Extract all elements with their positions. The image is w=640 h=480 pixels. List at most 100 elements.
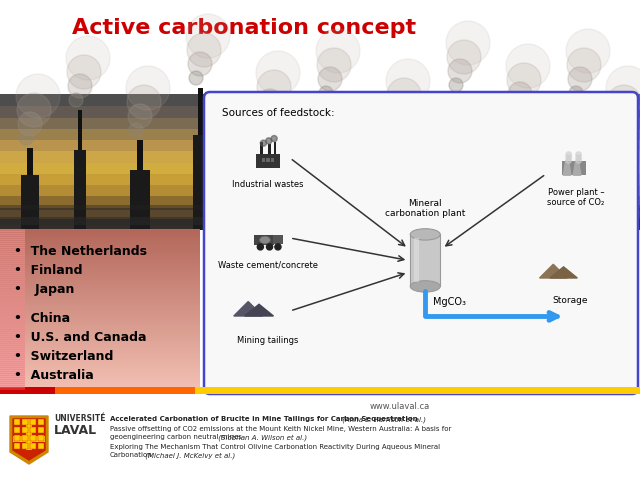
Bar: [38, 419, 44, 425]
Text: UNIVERSITÉ: UNIVERSITÉ: [54, 414, 106, 423]
Bar: [0, 365, 200, 368]
Circle shape: [271, 135, 277, 142]
Circle shape: [126, 66, 170, 110]
Circle shape: [275, 244, 281, 250]
Circle shape: [506, 44, 550, 88]
Bar: [74, 150, 86, 230]
Circle shape: [567, 48, 601, 82]
Bar: [0, 341, 25, 344]
Circle shape: [257, 244, 264, 250]
Bar: [0, 351, 200, 354]
Bar: [0, 259, 200, 262]
Bar: [0, 293, 200, 296]
Bar: [396, 133, 404, 165]
Bar: [0, 128, 640, 140]
Bar: [0, 229, 25, 232]
Bar: [30, 435, 36, 441]
Bar: [0, 381, 200, 384]
Bar: [0, 333, 25, 336]
Bar: [14, 443, 20, 449]
Bar: [0, 205, 640, 210]
Bar: [0, 343, 200, 346]
Bar: [323, 145, 337, 230]
Bar: [410, 234, 440, 287]
Circle shape: [186, 14, 230, 58]
Bar: [27, 148, 33, 175]
FancyBboxPatch shape: [204, 92, 638, 394]
Bar: [0, 271, 25, 274]
Text: •  Australia: • Australia: [14, 369, 93, 382]
Bar: [0, 289, 25, 292]
Circle shape: [387, 78, 421, 112]
Bar: [0, 335, 200, 338]
Circle shape: [576, 152, 581, 157]
Bar: [0, 369, 200, 372]
Text: geoengineering carbon neutral mines: geoengineering carbon neutral mines: [110, 434, 242, 440]
Circle shape: [386, 59, 430, 103]
Bar: [0, 335, 25, 338]
Bar: [0, 267, 25, 270]
Bar: [0, 237, 25, 240]
Bar: [0, 241, 200, 244]
Bar: [0, 259, 25, 262]
Circle shape: [68, 74, 92, 98]
Bar: [0, 373, 25, 376]
Bar: [195, 387, 640, 394]
Circle shape: [266, 244, 273, 250]
Bar: [30, 427, 36, 433]
Circle shape: [447, 40, 481, 74]
Polygon shape: [563, 161, 571, 175]
Bar: [0, 287, 200, 290]
Text: Carbonation: Carbonation: [110, 452, 153, 458]
Bar: [0, 237, 200, 240]
Bar: [0, 303, 25, 306]
Bar: [0, 361, 200, 364]
Bar: [0, 267, 200, 270]
Bar: [0, 311, 25, 314]
Bar: [22, 427, 28, 433]
Bar: [0, 253, 200, 256]
Text: •  Switzerland: • Switzerland: [14, 350, 113, 363]
Text: (Michael J. McKelvy et al.): (Michael J. McKelvy et al.): [143, 452, 236, 458]
Circle shape: [509, 101, 523, 115]
Text: •  China: • China: [14, 312, 70, 325]
Bar: [0, 275, 200, 278]
Bar: [0, 257, 25, 260]
Bar: [0, 218, 640, 230]
Bar: [0, 277, 25, 280]
Bar: [0, 385, 200, 388]
Bar: [26, 419, 32, 450]
Bar: [0, 357, 25, 360]
Text: Power plant –
source of CO₂: Power plant – source of CO₂: [547, 188, 605, 207]
Circle shape: [566, 158, 572, 163]
Bar: [0, 277, 200, 280]
Bar: [0, 327, 25, 330]
Circle shape: [566, 155, 572, 160]
Bar: [0, 271, 200, 274]
Text: Waste cement/concrete: Waste cement/concrete: [218, 260, 318, 269]
Bar: [454, 140, 466, 230]
Bar: [0, 239, 25, 242]
Bar: [0, 173, 640, 185]
Bar: [14, 435, 20, 441]
Bar: [0, 343, 25, 346]
Circle shape: [608, 104, 632, 128]
Bar: [0, 347, 25, 350]
Bar: [0, 317, 25, 320]
Bar: [0, 315, 25, 318]
Bar: [562, 161, 586, 175]
Text: •  The Netherlands: • The Netherlands: [14, 245, 147, 258]
Bar: [0, 367, 200, 370]
Bar: [0, 339, 25, 342]
Bar: [0, 265, 25, 268]
Bar: [0, 323, 200, 326]
Bar: [0, 365, 25, 368]
Bar: [262, 158, 265, 162]
Bar: [0, 287, 25, 290]
Text: Sources of feedstock:: Sources of feedstock:: [222, 108, 335, 118]
Bar: [0, 355, 25, 358]
Circle shape: [266, 138, 272, 144]
Bar: [0, 339, 200, 342]
Bar: [0, 387, 200, 390]
Bar: [0, 245, 200, 248]
